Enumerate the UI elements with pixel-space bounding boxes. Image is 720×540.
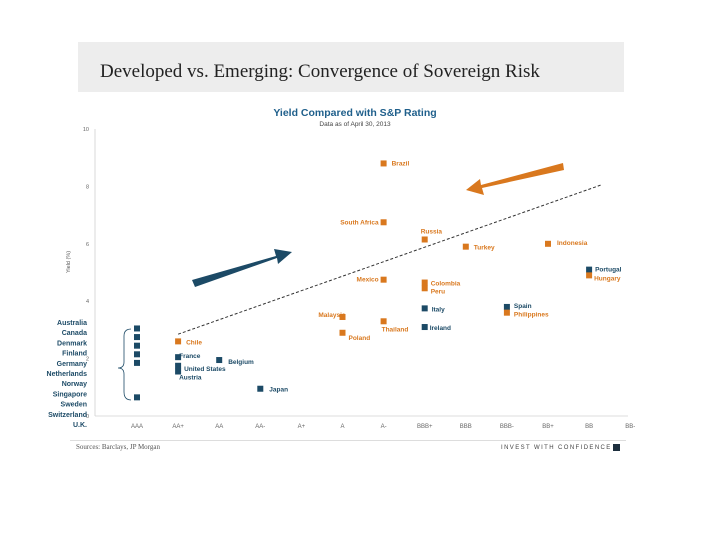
data-label: Philippines [514,312,549,319]
data-point-poland [339,329,346,336]
aaa-country-label: Singapore [53,391,87,398]
aaa-country-label: Canada [62,330,87,337]
data-point-peru [421,285,428,292]
data-point [134,351,140,358]
tagline: INVEST WITH CONFIDENCE [501,445,612,451]
y-tick-label: 4 [86,299,89,305]
data-label: Belgium [228,359,254,366]
data-point-mexico [380,276,387,283]
aaa-bracket [117,328,132,401]
y-tick-label: 10 [83,127,89,133]
data-label: United States [184,366,226,373]
data-label: Thailand [382,326,409,333]
data-point-turkey [462,243,469,250]
data-label: France [179,353,201,360]
down-arrow-icon [466,163,564,195]
x-tick-label: BBB- [500,424,514,430]
data-point-south-africa [380,219,387,226]
up-arrow-icon [192,249,292,287]
data-label: Indonesia [557,240,588,247]
data-label: Hungary [594,275,621,282]
footer-rule [70,440,626,441]
data-point [134,325,140,332]
x-tick-label: AAA [131,424,143,430]
aaa-country-label: Denmark [57,340,87,347]
data-label: Ireland [430,325,451,332]
data-label: Malaysia [318,312,345,319]
aaa-country-label: Netherlands [47,371,88,378]
aaa-country-label: Switzerland [48,412,87,419]
x-tick-label: BBB [460,424,472,430]
data-label: Austria [179,375,202,382]
data-point-united-states [175,362,182,369]
data-point-spain [503,303,510,310]
data-label: Spain [514,303,532,310]
x-tick-label: AA- [255,424,265,430]
data-label: South Africa [340,219,379,226]
data-label: Mexico [357,277,379,284]
source-note: Sources: Barclays, JP Morgan [76,443,160,451]
data-label: Portugal [595,267,622,274]
data-point-brazil [380,160,387,167]
y-tick-label: 8 [86,184,89,190]
data-label: Poland [349,335,371,342]
data-label: Turkey [474,245,495,252]
data-point-austria [175,368,182,375]
y-axis-label: Yield (%) [66,251,72,273]
aaa-country-label: Finland [62,351,87,358]
data-label: Russia [421,228,443,235]
data-point-belgium [216,357,223,364]
data-point-italy [421,305,428,312]
chart-subtitle: Data as of April 30, 2013 [319,121,391,128]
data-label: Brazil [392,160,410,167]
x-tick-label: BBB+ [417,424,433,430]
x-tick-label: BB [585,424,593,430]
data-point-chile [175,338,182,345]
data-point-malaysia [339,313,346,320]
data-label: Japan [269,387,288,394]
data-point-ireland [421,324,428,331]
data-point [134,342,140,349]
aaa-country-label: Germany [57,361,87,368]
data-point-philippines [503,309,510,316]
aaa-country-label: Norway [62,381,87,388]
x-tick-label: AA [215,424,223,430]
data-label: Italy [432,306,445,313]
x-tick-label: A- [381,424,387,430]
x-tick-label: BB+ [542,424,554,430]
data-label: Colombia [431,281,461,288]
aaa-country-label: Sweden [61,402,87,409]
data-point-japan [257,385,264,392]
data-label: Chile [186,339,202,346]
data-point-france [175,354,182,361]
brand-logo-icon [613,444,620,451]
data-point-hungary [586,272,593,279]
data-point [134,334,140,341]
slide-title: Developed vs. Emerging: Convergence of S… [100,61,540,82]
y-tick-label: 6 [86,242,89,248]
data-point-indonesia [545,240,551,247]
data-label: Peru [431,288,445,295]
aaa-country-label: U.K. [73,422,87,429]
data-point-russia [421,236,428,243]
data-point [134,359,140,366]
x-tick-label: A [340,424,344,430]
x-tick-label: BB- [625,424,635,430]
title-bar: Developed vs. Emerging: Convergence of S… [78,42,624,92]
data-point-portugal [586,266,593,273]
data-point-colombia [421,279,428,286]
chart-title: Yield Compared with S&P Rating [273,107,436,119]
x-tick-label: AA+ [172,424,184,430]
aaa-country-label: Australia [57,320,87,327]
x-tick-label: A+ [298,424,306,430]
data-point-thailand [380,318,387,325]
data-point [134,394,140,401]
y-tick-label: 0 [86,414,89,420]
y-tick-label: 2 [86,357,89,363]
